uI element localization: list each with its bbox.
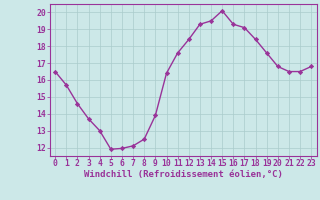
X-axis label: Windchill (Refroidissement éolien,°C): Windchill (Refroidissement éolien,°C) xyxy=(84,170,283,179)
